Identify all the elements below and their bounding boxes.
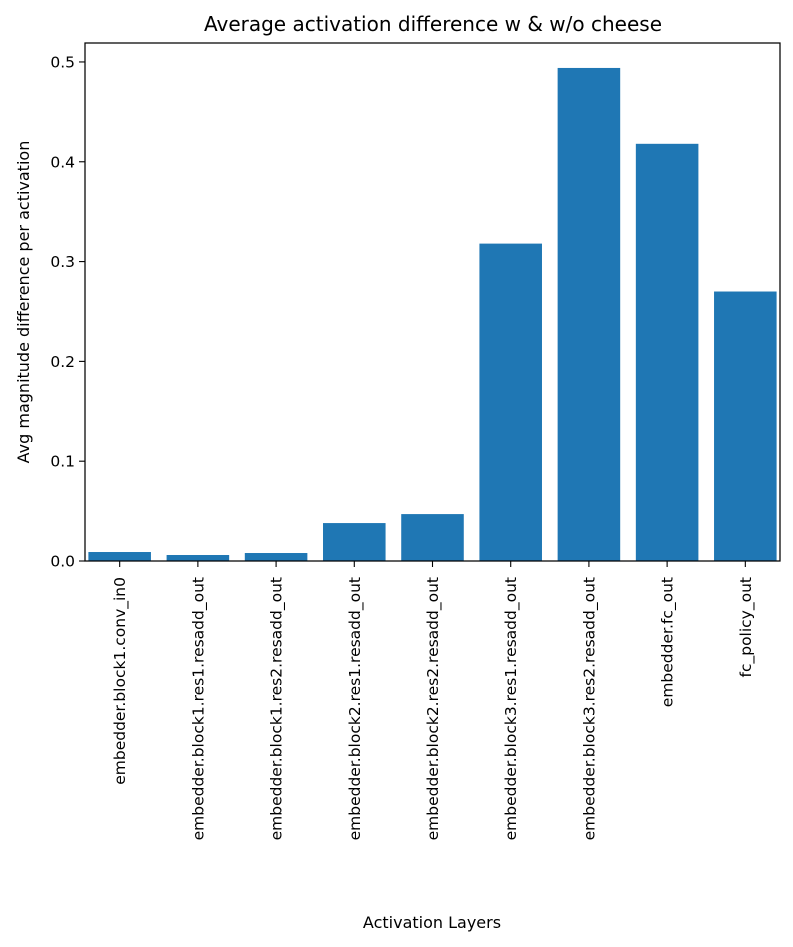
x-tick-label: embedder.fc_out xyxy=(659,577,678,707)
x-tick-label: embedder.block1.conv_in0 xyxy=(111,577,130,785)
bar-embedder.block3.res2.resadd_out xyxy=(557,67,621,561)
y-tick-label: 0.5 xyxy=(50,53,75,71)
y-axis-label: Avg magnitude difference per activation xyxy=(14,141,33,464)
x-tick-label: embedder.block1.res1.resadd_out xyxy=(189,577,208,840)
y-tick-label: 0.3 xyxy=(50,253,75,271)
x-tick-label: fc_policy_out xyxy=(737,577,756,678)
y-tick-label: 0.4 xyxy=(50,153,75,171)
bar-embedder.block3.res1.resadd_out xyxy=(479,243,542,562)
bar-embedder.block1.res2.resadd_out xyxy=(244,553,308,561)
plot-frame xyxy=(84,42,781,562)
chart-title: Average activation difference w & w/o ch… xyxy=(204,12,662,36)
y-axis: 0.0 0.1 0.2 0.3 0.4 0.5 xyxy=(50,53,85,571)
bar-embedder.block2.res1.resadd_out xyxy=(323,523,386,561)
x-tick-label: embedder.block1.res2.resadd_out xyxy=(268,577,287,840)
x-tick-label: embedder.block2.res2.resadd_out xyxy=(424,577,443,840)
y-tick-label: 0.0 xyxy=(50,553,75,571)
bar-embedder.block1.conv_in0 xyxy=(88,552,151,561)
y-tick-label: 0.2 xyxy=(50,353,75,371)
bar-embedder.fc_out xyxy=(635,143,699,561)
bar-embedder.block1.res1.resadd_out xyxy=(166,555,230,561)
x-axis-label: Activation Layers xyxy=(363,913,501,932)
bars-group xyxy=(88,67,777,562)
y-tick-label: 0.1 xyxy=(50,453,75,471)
x-tick-label: embedder.block3.res1.resadd_out xyxy=(502,577,521,840)
x-tick-label: embedder.block3.res2.resadd_out xyxy=(580,577,599,840)
bar-fc_policy_out xyxy=(714,291,777,561)
x-tick-label: embedder.block2.res1.resadd_out xyxy=(346,577,365,840)
bar-embedder.block2.res2.resadd_out xyxy=(401,514,464,561)
x-axis: embedder.block1.conv_in0 embedder.block1.… xyxy=(111,561,756,840)
